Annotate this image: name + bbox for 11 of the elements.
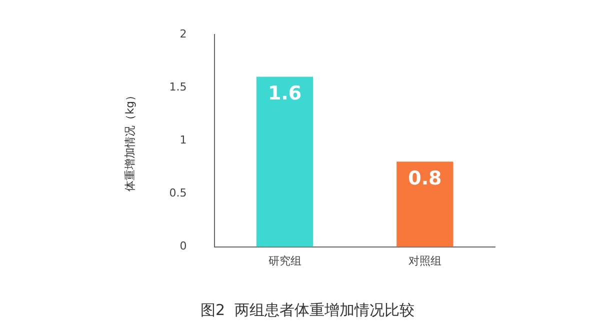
y-tick-label: 0: [180, 240, 187, 253]
text: 图2 两组患者体重增加情况比较: [200, 300, 415, 319]
y-tick-label: 0.5: [169, 186, 187, 200]
x-tick-label: 研究组: [268, 254, 302, 268]
y-axis-title: 体重增加情况（kg）: [123, 90, 136, 192]
y-tick-label: 1.5: [169, 80, 187, 94]
data-label: 0.8: [408, 167, 442, 190]
y-tick-label: 1: [180, 134, 187, 147]
y-tick-label: 2: [180, 27, 187, 40]
x-tick-label: 对照组: [408, 254, 442, 268]
data-label: 1.6: [268, 82, 302, 104]
